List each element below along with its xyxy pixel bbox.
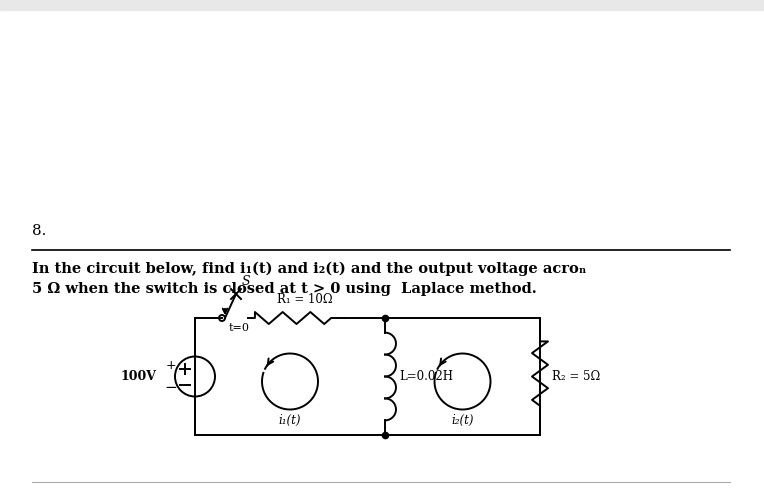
Text: 5 Ω when the switch is closed at t > 0 using  Laplace method.: 5 Ω when the switch is closed at t > 0 u… <box>32 282 537 296</box>
Text: R₂ = 5Ω: R₂ = 5Ω <box>552 370 601 383</box>
Text: S: S <box>242 275 251 288</box>
Text: t=0: t=0 <box>229 323 250 333</box>
Text: L=0.02H: L=0.02H <box>399 370 453 383</box>
Text: −: − <box>164 380 177 395</box>
Text: R₁ = 10Ω: R₁ = 10Ω <box>277 293 332 306</box>
Text: i₁(t): i₁(t) <box>279 414 301 426</box>
Text: 100V: 100V <box>121 370 157 383</box>
Text: i₂(t): i₂(t) <box>452 414 474 426</box>
Text: In the circuit below, find i₁(t) and i₂(t) and the output voltage acroₙ: In the circuit below, find i₁(t) and i₂(… <box>32 262 587 276</box>
Text: +: + <box>166 359 176 372</box>
Text: 8.: 8. <box>32 224 47 238</box>
Bar <box>0 0 764 10</box>
